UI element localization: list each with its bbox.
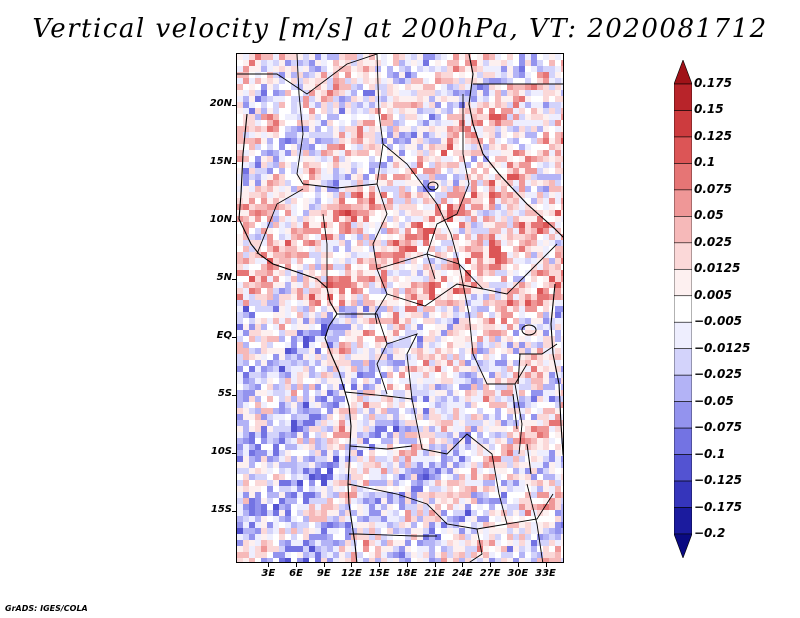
country-borders (237, 54, 563, 562)
colorbar-label: −0.075 (694, 420, 743, 435)
lon-tick-label: 15E (368, 568, 390, 579)
colorbar-swatch (674, 136, 692, 164)
lon-tick-label: 6E (289, 568, 303, 579)
colorbar-label: −0.05 (694, 393, 734, 408)
lon-tick-mark (545, 562, 547, 567)
lat-tick-mark (232, 105, 237, 107)
colorbar-label: −0.025 (694, 367, 743, 382)
colorbar-label: −0.125 (694, 473, 743, 488)
colorbar-swatch (674, 83, 692, 111)
lon-tick-label: 24E (451, 568, 473, 579)
lon-tick-mark (296, 562, 298, 567)
colorbar-label: −0.1 (694, 446, 726, 461)
colorbar-swatch (674, 427, 692, 455)
colorbar-swatch (674, 163, 692, 191)
lat-tick-mark (232, 510, 237, 512)
lat-tick-mark (232, 279, 237, 281)
colorbar-label: 0.025 (694, 234, 732, 249)
colorbar-label: 0.0125 (694, 261, 741, 276)
lat-tick-mark (232, 163, 237, 165)
lon-tick-mark (517, 562, 519, 567)
colorbar-swatch (674, 533, 692, 558)
lon-tick-mark (406, 562, 408, 567)
lat-tick-label: 5S (217, 387, 232, 399)
lon-tick-label: 9E (316, 568, 331, 579)
lat-tick-mark (232, 452, 237, 454)
colorbar-label: 0.1 (694, 155, 716, 170)
lon-tick-label: 3E (261, 568, 276, 579)
colorbar-swatch (674, 110, 692, 138)
coastline-red-sea (468, 54, 563, 238)
lat-tick-label: 15N (209, 156, 232, 168)
colorbar-swatch (674, 268, 692, 297)
colorbar-swatch (674, 295, 692, 323)
lon-tick-label: 21E (424, 568, 446, 579)
lon-tick-mark (351, 562, 353, 567)
lat-tick-label: 15S (210, 503, 232, 515)
lon-tick-label: 30E (507, 568, 529, 579)
colorbar-swatch (674, 480, 692, 508)
vertical-velocity-field (237, 54, 563, 562)
lon-tick-label: 12E (341, 568, 362, 579)
lat-tick-mark (232, 336, 237, 338)
lat-tick-label: 10N (209, 214, 232, 226)
colorbar-swatch (674, 321, 692, 350)
map-panel (236, 53, 564, 563)
colorbar-label: −0.175 (694, 499, 743, 514)
lon-tick-mark (462, 562, 464, 567)
colorbar-swatch (674, 507, 692, 535)
lat-tick-label: 20N (209, 98, 232, 110)
coastline-east-africa (550, 283, 563, 457)
lon-tick-mark (323, 562, 325, 567)
colorbar-swatch (674, 216, 692, 244)
colorbar-swatch (674, 454, 692, 482)
lat-tick-mark (232, 221, 237, 223)
lon-tick-label: 27E (479, 568, 501, 579)
lon-tick-label: 33E (535, 568, 556, 579)
lon-tick-mark (268, 562, 270, 567)
colorbar-label: 0.175 (694, 76, 732, 90)
colorbar-swatch (674, 401, 692, 429)
lon-tick-mark (490, 562, 492, 567)
colorbar-label: 0.005 (694, 287, 732, 302)
coastline-west-africa (238, 113, 358, 562)
lon-tick-label: 18E (396, 568, 418, 579)
map-title: Vertical velocity [m/s] at 200hPa, VT: 2… (32, 14, 768, 44)
colorbar-swatch (674, 348, 692, 376)
colorbar-label: 0.15 (694, 102, 724, 117)
colorbar (674, 60, 692, 558)
colorbar-label: 0.075 (694, 181, 732, 196)
lat-tick-label: 5N (216, 272, 232, 284)
lon-tick-mark (434, 562, 436, 567)
lat-tick-label: EQ (216, 329, 232, 341)
colorbar-label: −0.005 (694, 314, 743, 329)
lat-tick-label: 10S (210, 445, 232, 457)
lon-tick-mark (379, 562, 381, 567)
colorbar-swatch (674, 242, 692, 270)
colorbar-swatch (674, 374, 692, 402)
colorbar-label: 0.05 (694, 208, 724, 223)
colorbar-label: 0.125 (694, 128, 732, 143)
colorbar-label: −0.2 (694, 526, 726, 540)
lat-tick-mark (232, 394, 237, 396)
grads-credit: GrADS: IGES/COLA (5, 604, 88, 613)
colorbar-swatch (674, 60, 692, 85)
colorbar-label: −0.0125 (694, 340, 751, 355)
colorbar-swatch (674, 189, 692, 217)
